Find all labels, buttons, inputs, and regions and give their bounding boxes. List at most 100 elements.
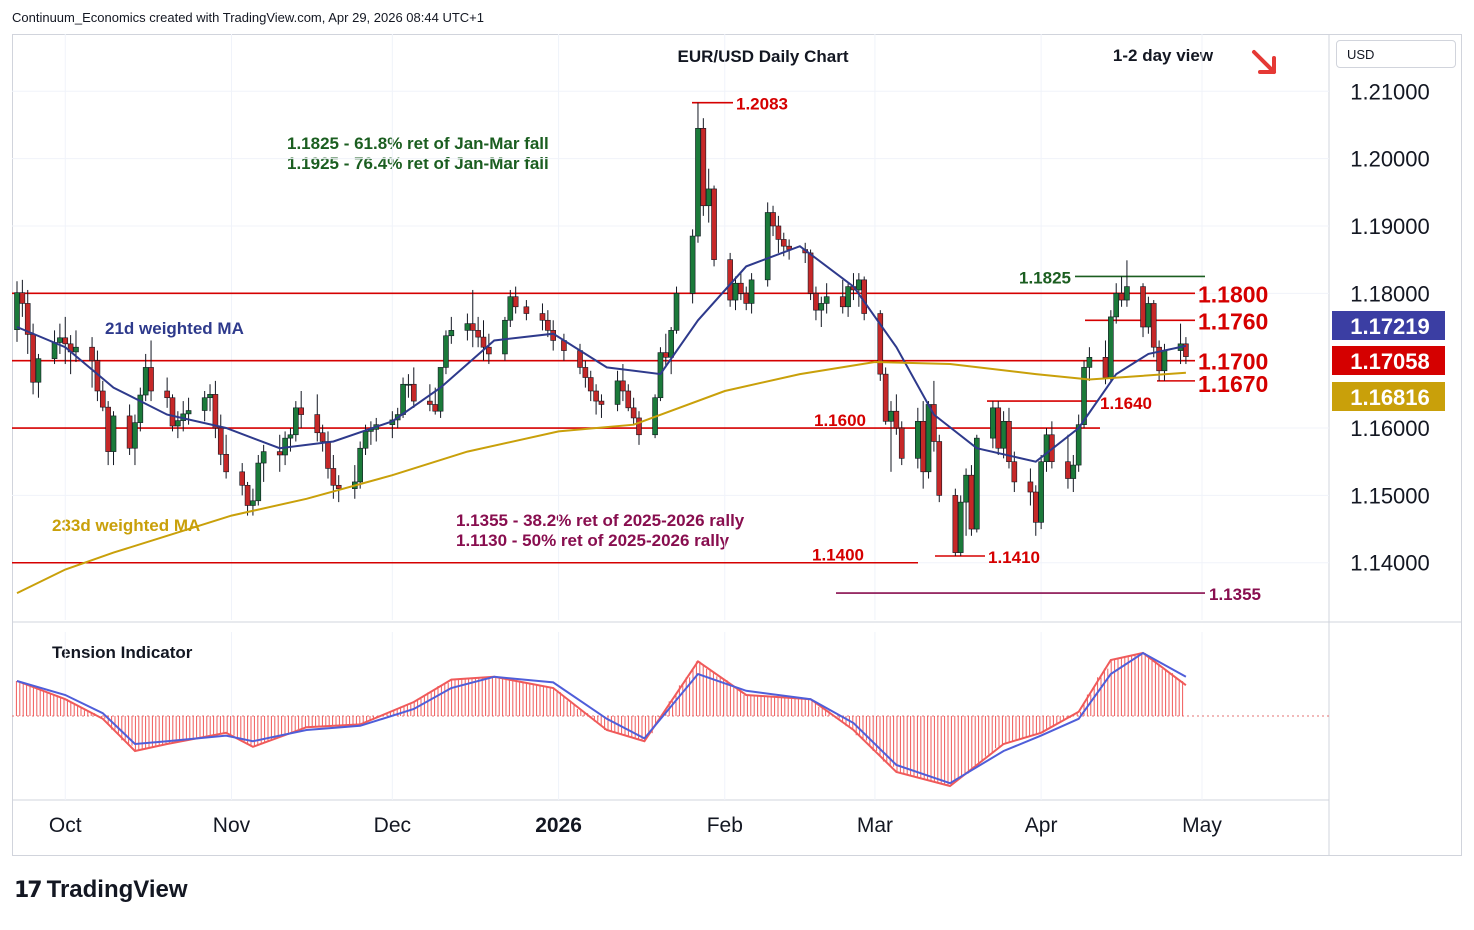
candle-body [1102,357,1109,378]
price-badge [1332,311,1445,340]
candle-body [807,252,814,294]
tradingview-brand: 17 TradingView [14,876,188,904]
candle-body [486,346,492,355]
candle-body [539,313,546,321]
candle-body [276,451,283,456]
x-tick-label: 2026 [535,814,582,837]
candle-body [1032,491,1039,523]
y-tick-label: 1.21000 [1350,79,1430,104]
chart-header: Continuum_Economics created with Trading… [12,10,484,25]
candle-body [973,437,980,530]
y-tick-label: 1.16000 [1350,416,1430,441]
ma233-line [16,360,1186,594]
candle-body [545,319,551,331]
candle-body [695,127,701,237]
currency-selector[interactable]: USD [1336,40,1456,68]
candle-body [888,410,894,422]
candle-body [738,282,744,294]
candle-body [957,501,964,553]
candle-body [1000,420,1007,449]
candle-body [743,293,750,304]
ma21-label: 21d weighted MA [105,319,244,338]
candle-body [1075,424,1082,466]
candle-body [35,358,42,383]
candle-body [582,367,589,378]
level-label: 1.1640 [1100,394,1152,413]
candle-body [480,336,487,348]
candle-body [1011,461,1018,483]
candle-body [813,293,819,311]
candle-body [137,394,144,423]
candle-body [780,239,787,247]
candle-body [400,383,406,415]
level-label: 1.1410 [988,548,1040,567]
candle-body [920,420,926,473]
candle-body [1086,357,1093,368]
candle-body [126,415,133,449]
candle-body [1145,303,1152,328]
candle-body [185,410,192,415]
candle-body [1108,316,1114,378]
candle-body [405,383,412,386]
candle-body [1118,293,1125,301]
candle-body [1124,286,1130,301]
candle-body [893,410,900,429]
candle-body [1183,343,1189,357]
candle-body [319,432,326,442]
candle-body [818,303,825,311]
candle-body [298,407,304,415]
candle-body [217,427,224,455]
candle-body [845,286,851,308]
candle-body [287,434,294,439]
candle-body [325,441,331,469]
candle-body [244,484,251,506]
candle-body [523,306,530,314]
candle-body [432,404,439,412]
candle-body [512,296,519,308]
price-badge [1332,346,1445,375]
candle-body [775,225,782,240]
annotation-ret-38: 1.1355 - 38.2% ret of 2025-2026 rally [456,511,745,530]
level-label: 1.1400 [812,546,864,565]
candle-body [587,377,594,392]
arrow-down-right-icon [1252,50,1276,74]
candle-body [856,279,862,291]
candle-body [475,330,481,338]
candle-body [255,462,262,502]
candle-body [915,420,921,459]
candle-body [427,400,433,405]
candle-body [968,474,975,530]
candle-body [995,407,1002,449]
candle-body [357,447,363,483]
candle-body [990,407,996,439]
candle-body [1065,461,1071,479]
level-label: 1.1600 [814,411,866,430]
candle-body [577,350,583,368]
candle-body [51,342,58,359]
candle-body [1161,350,1168,372]
candle-body [223,454,229,473]
candle-body [625,390,632,409]
candle-body [931,404,937,442]
candle-body [614,380,621,405]
candle-body [1038,461,1044,523]
candle-body [469,323,476,331]
candle-body [952,495,959,553]
candle-body [73,346,79,353]
price-badge-label: 1.17058 [1350,349,1430,374]
candle-body [410,383,417,402]
candle-body [839,296,846,308]
candle-body [142,367,149,396]
annotation-ret-61: 1.1825 - 61.8% ret of Jan-Mar fall [287,134,549,153]
candle-body [689,235,696,294]
price-badge-label: 1.16816 [1350,385,1430,410]
candle-body [110,415,117,452]
level-label: 1.1825 [1019,268,1071,287]
candle-body [448,330,455,337]
candle-body [963,474,969,503]
y-tick-label: 1.20000 [1350,147,1430,172]
candle-body [19,292,26,304]
candle-body [700,127,707,207]
candle-body [748,279,755,304]
